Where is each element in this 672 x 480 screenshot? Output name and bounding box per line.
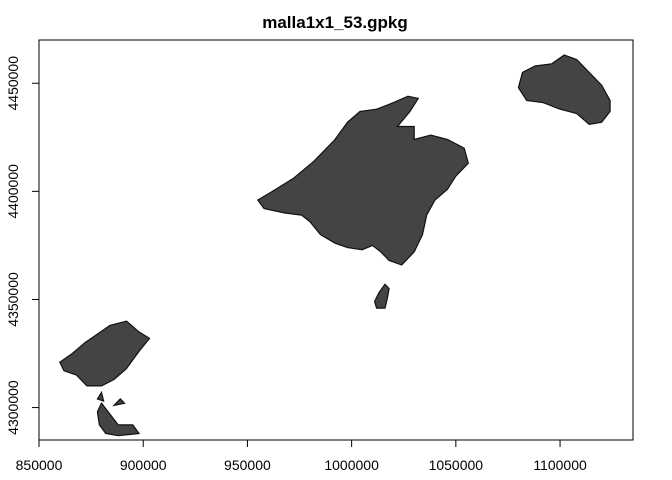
island-cabrera (373, 283, 390, 309)
island-islet-b (112, 398, 126, 407)
x-tick-label: 1000000 (324, 457, 379, 473)
plot-title: malla1x1_53.gpkg (262, 13, 408, 32)
x-tick-label: 1050000 (429, 457, 484, 473)
y-tick-label: 4400000 (5, 164, 21, 219)
y-tick-label: 4450000 (5, 56, 21, 111)
y-tick-label: 4300000 (5, 380, 21, 435)
y-axis: 4300000 4350000 4400000 4450000 (5, 56, 40, 435)
island-islet-a (96, 390, 105, 403)
island-menorca (517, 54, 611, 125)
x-tick-label: 1100000 (533, 457, 587, 473)
island-formentera (96, 402, 141, 437)
y-tick-label: 4350000 (5, 272, 21, 327)
x-tick-label: 950000 (224, 457, 271, 473)
x-axis: 850000 900000 950000 1000000 1050000 1100000 (16, 439, 587, 473)
x-tick-label: 850000 (16, 457, 63, 473)
islands-layer (59, 54, 611, 437)
island-ibiza (59, 320, 151, 387)
island-mallorca (256, 95, 469, 266)
x-tick-label: 900000 (120, 457, 167, 473)
